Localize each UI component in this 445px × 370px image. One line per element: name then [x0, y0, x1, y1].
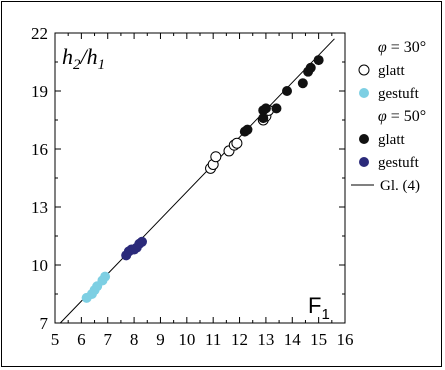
x-tick-label: 6: [77, 330, 86, 349]
legend-marker: [359, 134, 369, 144]
data-point: [137, 236, 147, 247]
data-point: [260, 103, 271, 114]
data-point: [242, 124, 253, 135]
x-tick-label: 14: [284, 330, 302, 349]
y-tick-label: 13: [31, 198, 48, 217]
legend-label: gestuft: [378, 155, 420, 171]
data-point: [313, 55, 324, 66]
legend-marker: [359, 88, 369, 98]
x-tick-label: 16: [337, 330, 354, 349]
y-tick-label: 7: [40, 314, 49, 333]
data-point: [271, 103, 282, 114]
x-axis-label: F1: [308, 293, 330, 323]
x-tick-label: 12: [231, 330, 248, 349]
y-tick-label: 19: [31, 82, 48, 101]
y-tick-label: 16: [31, 140, 48, 159]
legend-label: glatt: [378, 63, 405, 79]
legend: φ = 30° glatt gestuft φ = 50° glatt gestuft Gl…: [351, 39, 426, 194]
legend-label: gestuft: [378, 86, 420, 102]
data-point: [210, 151, 222, 163]
legend-label: glatt: [378, 132, 405, 148]
data-point: [258, 113, 269, 124]
x-tick-label: 7: [103, 330, 112, 349]
y-tick-label: 22: [31, 24, 48, 43]
legend-group-header: φ = 30°: [378, 39, 426, 56]
data-point: [231, 137, 243, 149]
legend-group-header: φ = 50°: [378, 108, 426, 125]
x-tick-label: 8: [130, 330, 139, 349]
y-axis-label: h2/h1: [62, 44, 105, 73]
legend-label: Gl. (4): [380, 178, 420, 194]
x-tick-label: 11: [205, 330, 221, 349]
data-point: [282, 86, 292, 96]
data-point: [305, 62, 316, 73]
legend-marker: [358, 64, 370, 76]
legend-marker: [359, 157, 369, 167]
x-tick-label: 13: [257, 330, 274, 349]
data-point: [297, 78, 308, 89]
data-point: [100, 271, 111, 282]
x-tick-label: 5: [51, 330, 60, 349]
y-tick-label: 10: [31, 256, 48, 275]
x-tick-label: 15: [310, 330, 327, 349]
x-tick-label: 10: [178, 330, 195, 349]
x-tick-label: 9: [156, 330, 165, 349]
